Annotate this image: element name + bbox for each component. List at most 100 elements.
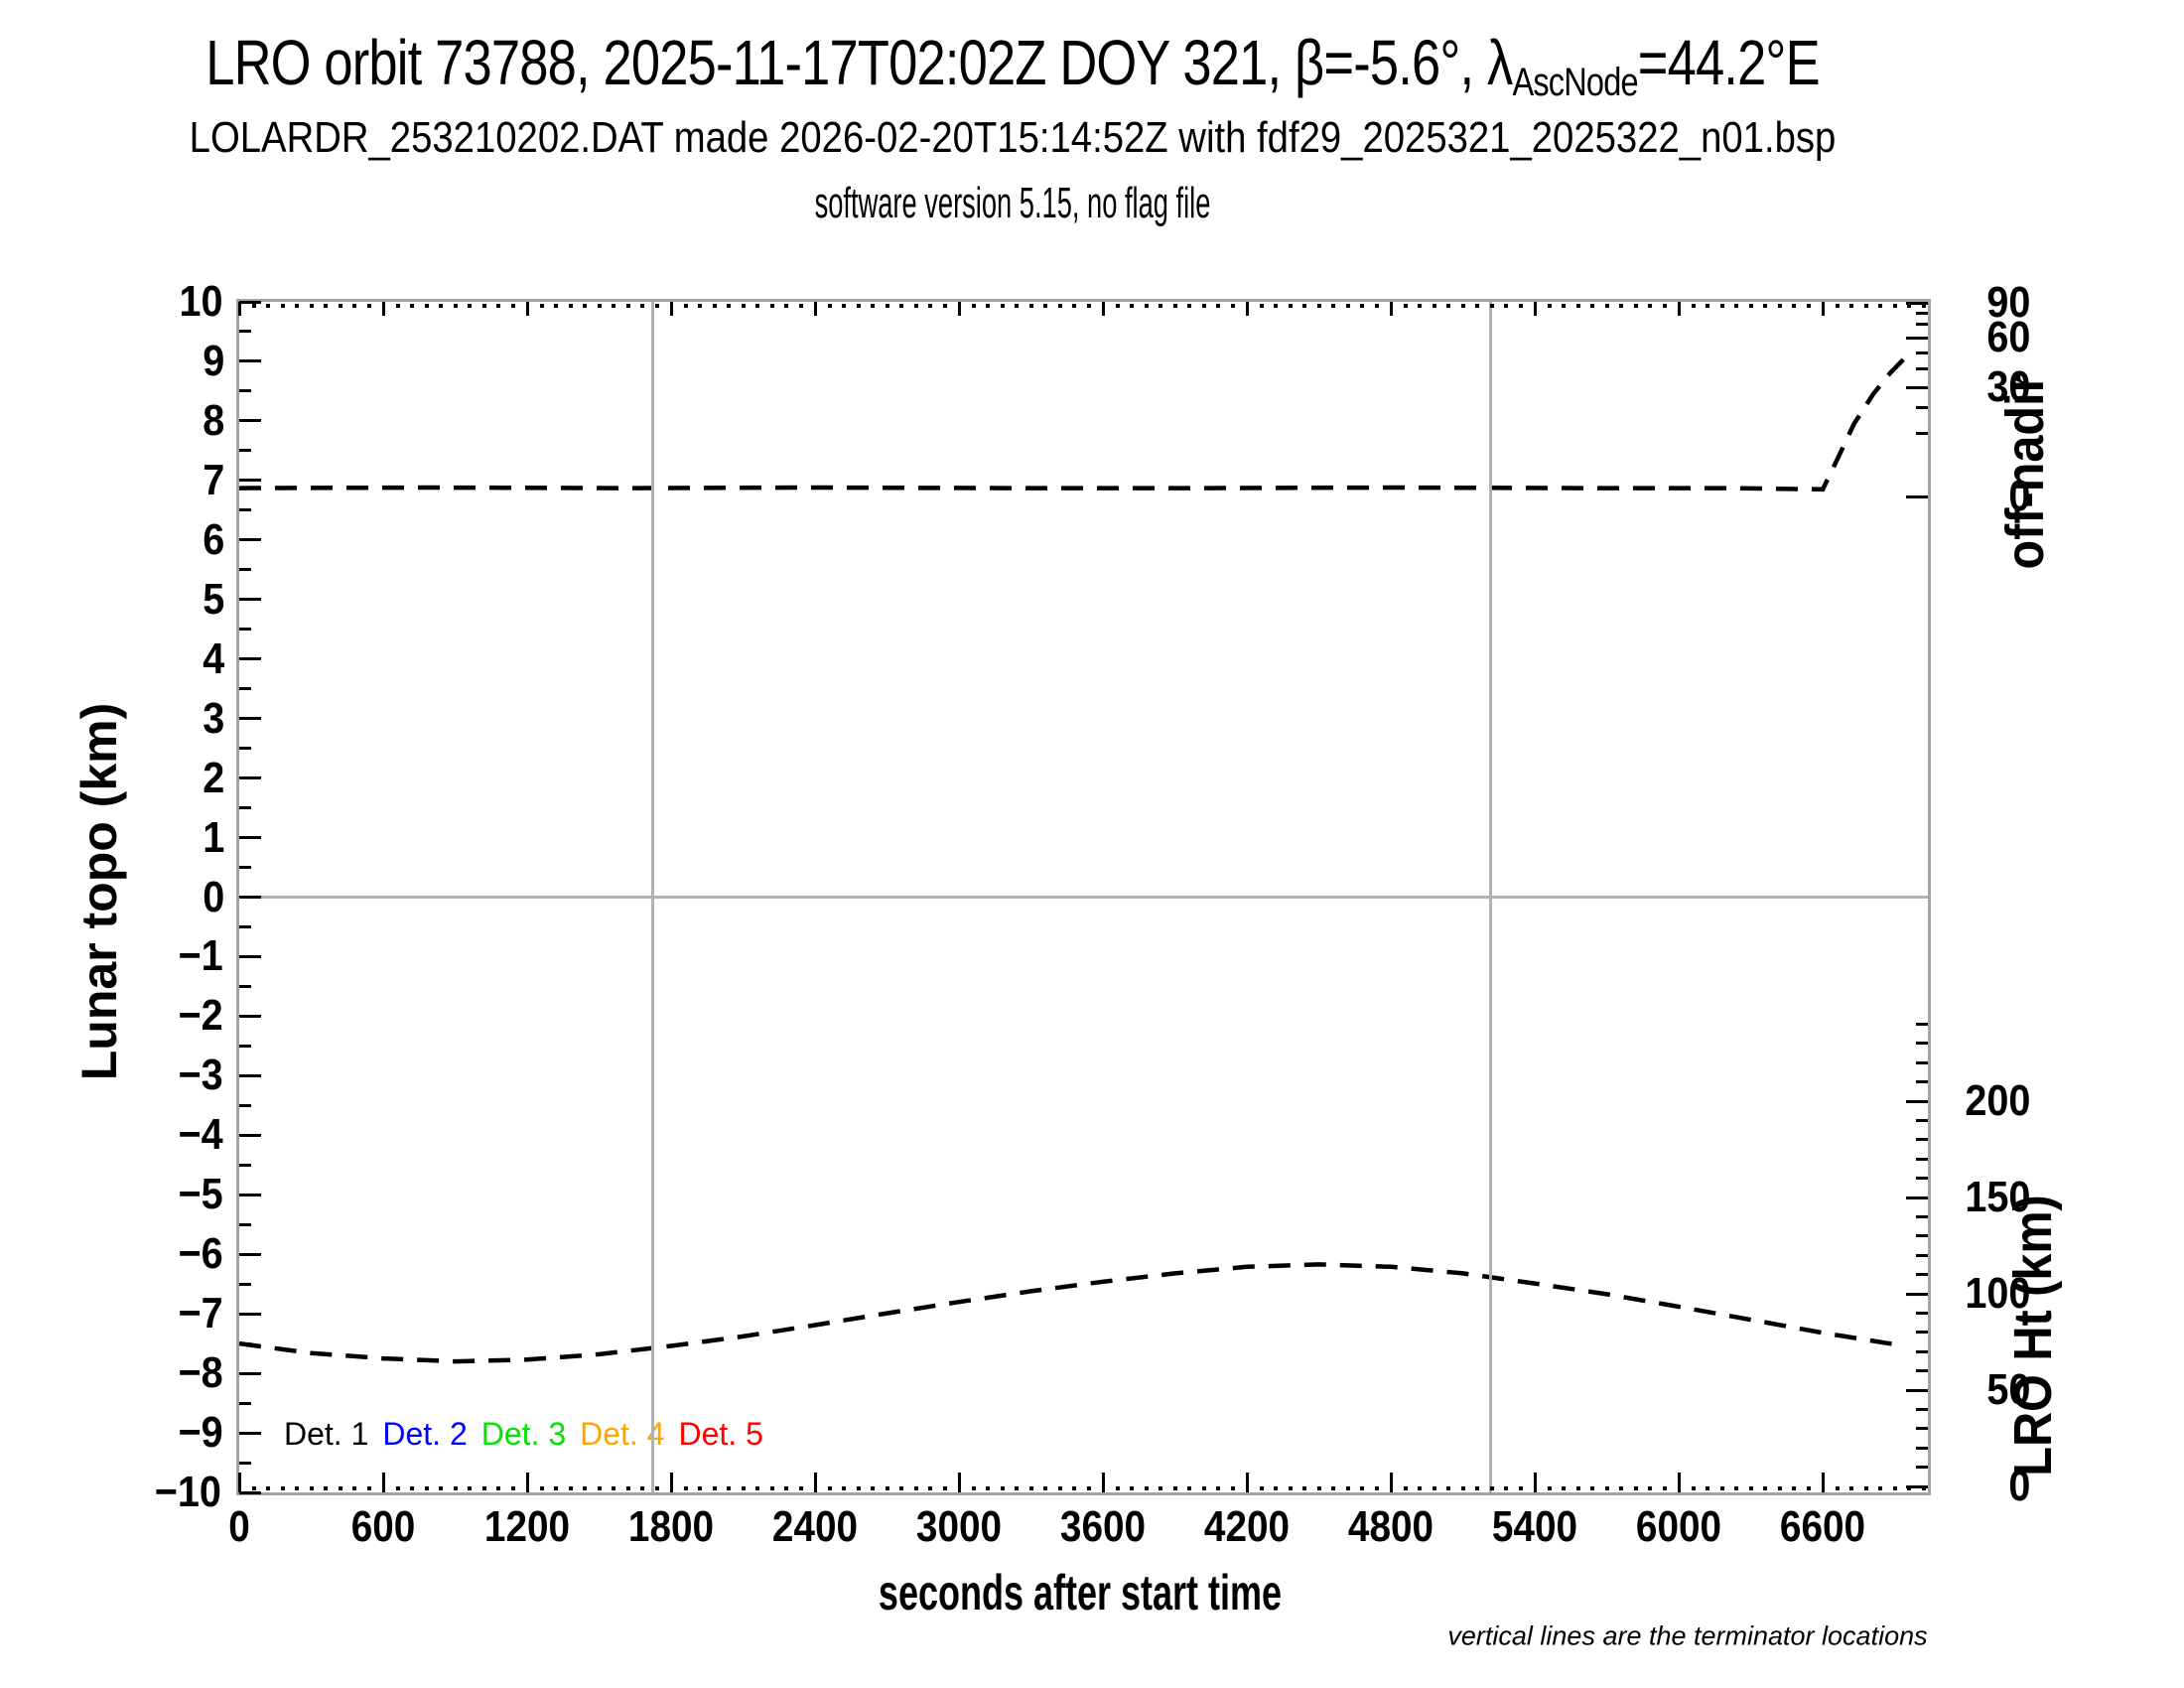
offnadir-minor-tick [1916,366,1928,370]
lroht-major-tick [1906,1292,1928,1296]
bottom-minor-tick [625,1486,630,1490]
top-major-tick [1821,302,1825,316]
bottom-major-tick [669,1473,673,1492]
legend-item-det5: Det. 5 [678,1416,763,1452]
bottom-minor-tick [640,1486,645,1490]
top-minor-tick [251,304,256,308]
bottom-minor-tick [1518,1486,1523,1490]
lroht-minor-tick [1916,1118,1928,1122]
top-minor-tick [1432,304,1436,308]
left-minor-tick [239,1163,251,1167]
top-minor-tick [625,304,630,308]
top-minor-tick [798,304,803,308]
lroht-minor-tick [1916,1138,1928,1142]
lroht-tick-label: 100 [1965,1269,2031,1318]
bottom-major-tick [1821,1473,1825,1492]
left-tick-label: −6 [178,1229,223,1279]
bottom-minor-tick [1274,1486,1279,1490]
left-major-tick [239,896,261,899]
left-minor-tick [239,389,251,393]
top-major-tick [525,302,529,316]
terminator-footnote: vertical lines are the terminator locati… [1447,1620,1928,1651]
bottom-minor-tick [1648,1486,1653,1490]
top-minor-tick [410,304,414,308]
bottom-minor-tick [712,1486,717,1490]
bottom-minor-tick [1446,1486,1451,1490]
left-major-tick [239,1371,261,1375]
left-major-tick [239,598,261,602]
curve-LRO-height [239,1262,1905,1364]
top-minor-tick [885,304,889,308]
bottom-tick-label: 3600 [1059,1502,1147,1551]
lroht-minor-tick [1916,1466,1928,1470]
offnadir-tick-label: 60 [1986,313,2031,361]
right-axis-title-lroht: LRO Ht (km) [2003,1195,2063,1477]
bottom-minor-tick [1144,1486,1149,1490]
left-major-tick [239,300,261,304]
top-minor-tick [1792,304,1797,308]
left-major-tick [239,419,261,423]
top-major-tick [1245,302,1249,316]
offnadir-minor-tick [1916,351,1928,354]
lroht-major-tick [1906,1484,1928,1488]
bottom-minor-tick [1806,1486,1811,1490]
top-minor-tick [554,304,559,308]
top-minor-tick [1043,304,1048,308]
bottom-minor-tick [727,1486,732,1490]
bottom-minor-tick [554,1486,559,1490]
top-minor-tick [1418,304,1423,308]
top-minor-tick [1719,304,1724,308]
bottom-minor-tick [1360,1486,1365,1490]
bottom-minor-tick [1115,1486,1120,1490]
bottom-minor-tick [899,1486,904,1490]
top-minor-tick [827,304,832,308]
top-minor-tick [481,304,486,308]
bottom-minor-tick [683,1486,688,1490]
top-minor-tick [712,304,717,308]
top-minor-tick [654,304,659,308]
top-minor-tick [1302,304,1307,308]
offnadir-major-tick [1906,494,1928,498]
top-minor-tick [352,304,356,308]
offnadir-minor-tick [1916,322,1928,326]
legend-item-det3: Det. 3 [480,1416,567,1452]
left-minor-tick [239,747,251,751]
bottom-major-tick [1677,1473,1681,1492]
top-minor-tick [366,304,371,308]
top-minor-tick [1374,304,1379,308]
title-prefix: LRO orbit 73788, 2025-11-17T02:02Z DOY 3… [205,27,1513,98]
left-tick-label: 4 [202,633,224,683]
bottom-minor-tick [1547,1486,1552,1490]
legend-item-det1: Det. 1 [284,1416,369,1452]
top-minor-tick [1086,304,1091,308]
top-minor-tick [568,304,573,308]
top-major-tick [381,302,385,316]
top-minor-tick [769,304,774,308]
bottom-minor-tick [1777,1486,1782,1490]
bottom-minor-tick [280,1486,285,1490]
bottom-minor-tick [481,1486,486,1490]
lroht-minor-tick [1916,1311,1928,1315]
top-minor-tick [1446,304,1451,308]
left-minor-tick [239,330,251,334]
left-axis-title: Lunar topo (km) [71,702,127,1081]
bottom-minor-tick [942,1486,947,1490]
top-minor-tick [640,304,645,308]
top-minor-tick [784,304,789,308]
bottom-minor-tick [251,1486,256,1490]
bottom-minor-tick [583,1486,588,1490]
lroht-minor-tick [1916,1369,1928,1373]
bottom-tick-label: 600 [350,1502,416,1551]
data-curves [239,356,1906,1364]
bottom-major-tick [237,1473,241,1492]
bottom-minor-tick [309,1486,314,1490]
bottom-minor-tick [568,1486,573,1490]
bottom-minor-tick [1172,1486,1177,1490]
bottom-minor-tick [1201,1486,1206,1490]
top-minor-tick [683,304,688,308]
bottom-minor-tick [612,1486,616,1490]
bottom-minor-tick [1345,1486,1350,1490]
bottom-minor-tick [1086,1486,1091,1490]
bottom-minor-tick [871,1486,876,1490]
bottom-minor-tick [1562,1486,1567,1490]
